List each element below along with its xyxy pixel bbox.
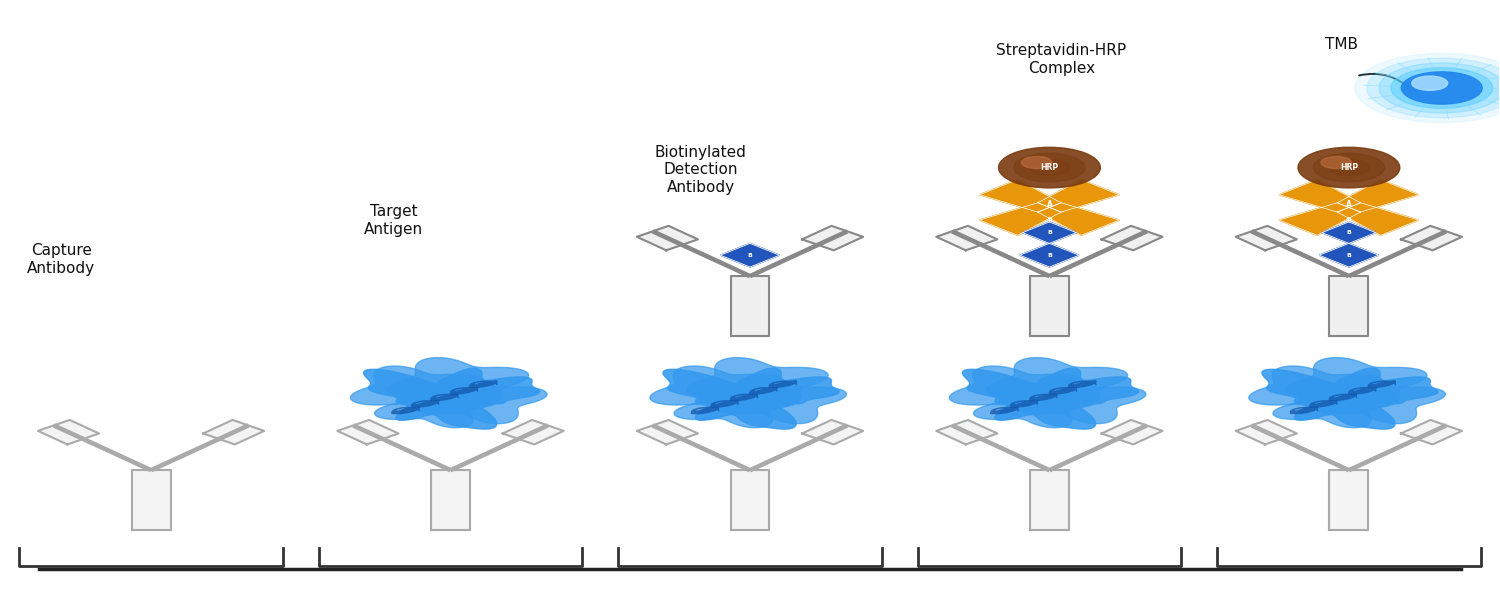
Circle shape — [1314, 154, 1384, 182]
Polygon shape — [950, 366, 1083, 413]
Text: Capture
Antibody: Capture Antibody — [27, 243, 96, 275]
Text: HRP: HRP — [1340, 163, 1358, 172]
Text: Streptavidin-HRP
Complex: Streptavidin-HRP Complex — [996, 43, 1126, 76]
Text: A: A — [1047, 200, 1053, 209]
Circle shape — [1029, 160, 1069, 176]
Polygon shape — [1336, 179, 1419, 212]
Text: B: B — [1347, 230, 1352, 235]
Polygon shape — [1236, 226, 1298, 250]
Polygon shape — [974, 385, 1095, 428]
Polygon shape — [936, 226, 998, 250]
Polygon shape — [1318, 244, 1378, 267]
Text: B: B — [1347, 217, 1352, 222]
Polygon shape — [1101, 420, 1162, 445]
Polygon shape — [638, 226, 698, 250]
Text: B: B — [1047, 253, 1052, 258]
Polygon shape — [132, 470, 171, 530]
Polygon shape — [674, 385, 796, 428]
Polygon shape — [663, 368, 839, 429]
Text: TMB: TMB — [1324, 37, 1358, 52]
Polygon shape — [1030, 276, 1069, 336]
Polygon shape — [687, 358, 828, 407]
Polygon shape — [1038, 203, 1119, 235]
Circle shape — [1322, 157, 1352, 169]
Polygon shape — [980, 203, 1060, 235]
Polygon shape — [1322, 222, 1376, 244]
Polygon shape — [387, 358, 528, 407]
Polygon shape — [202, 420, 264, 445]
Polygon shape — [1101, 226, 1162, 250]
Circle shape — [1412, 76, 1448, 91]
Text: B: B — [1047, 230, 1052, 235]
Text: Target
Antigen: Target Antigen — [364, 205, 423, 237]
Polygon shape — [503, 420, 564, 445]
Polygon shape — [650, 366, 784, 413]
Polygon shape — [1030, 470, 1069, 530]
Circle shape — [1014, 154, 1084, 182]
Polygon shape — [963, 368, 1138, 429]
Polygon shape — [414, 377, 548, 424]
Polygon shape — [430, 470, 470, 530]
Text: B: B — [1347, 253, 1352, 258]
Text: HRP: HRP — [1041, 163, 1059, 172]
Polygon shape — [375, 385, 496, 428]
Polygon shape — [1329, 276, 1368, 336]
Polygon shape — [1020, 244, 1078, 267]
Polygon shape — [38, 420, 99, 445]
Polygon shape — [720, 244, 780, 267]
Text: B: B — [1047, 217, 1052, 222]
Polygon shape — [1401, 420, 1462, 445]
Polygon shape — [1250, 366, 1383, 413]
Circle shape — [1390, 68, 1492, 108]
Polygon shape — [338, 420, 399, 445]
Circle shape — [1401, 72, 1482, 104]
Polygon shape — [1236, 420, 1298, 445]
Polygon shape — [1023, 222, 1077, 244]
Polygon shape — [1274, 385, 1395, 428]
Polygon shape — [802, 226, 862, 250]
Polygon shape — [730, 276, 770, 336]
Polygon shape — [714, 377, 846, 424]
Text: B: B — [747, 253, 753, 258]
Polygon shape — [1280, 179, 1360, 212]
Polygon shape — [1401, 226, 1462, 250]
Polygon shape — [1286, 358, 1426, 407]
Polygon shape — [802, 420, 862, 445]
Polygon shape — [1280, 203, 1360, 235]
Polygon shape — [1262, 368, 1438, 429]
Polygon shape — [638, 420, 698, 445]
Polygon shape — [1312, 377, 1446, 424]
Polygon shape — [987, 358, 1128, 407]
Text: Biotinylated
Detection
Antibody: Biotinylated Detection Antibody — [654, 145, 747, 194]
Polygon shape — [363, 368, 540, 429]
Polygon shape — [351, 366, 484, 413]
Circle shape — [1366, 58, 1500, 118]
Polygon shape — [980, 179, 1060, 212]
Polygon shape — [1038, 179, 1119, 212]
Circle shape — [1354, 53, 1500, 122]
Circle shape — [1378, 63, 1500, 113]
Polygon shape — [730, 470, 770, 530]
Text: A: A — [1346, 200, 1352, 209]
Circle shape — [999, 147, 1101, 188]
Circle shape — [1022, 157, 1052, 169]
Polygon shape — [936, 420, 998, 445]
Circle shape — [1329, 160, 1370, 176]
Polygon shape — [1013, 377, 1146, 424]
Polygon shape — [1329, 470, 1368, 530]
Circle shape — [1298, 147, 1400, 188]
Polygon shape — [1336, 203, 1419, 235]
